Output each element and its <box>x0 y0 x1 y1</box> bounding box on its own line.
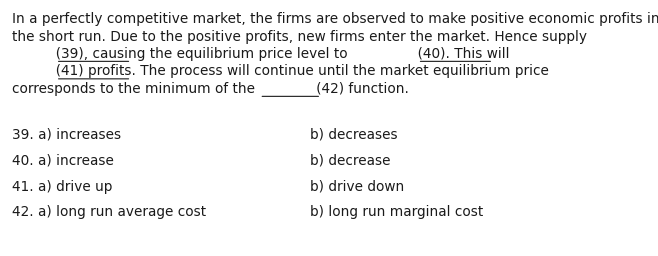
Text: b) drive down: b) drive down <box>310 179 404 194</box>
Text: 41. a) drive up: 41. a) drive up <box>12 179 113 194</box>
Text: 40. a) increase: 40. a) increase <box>12 154 114 167</box>
Text: (41) profits. The process will continue until the market equilibrium price: (41) profits. The process will continue … <box>12 65 549 79</box>
Text: the short run. Due to the positive profits, new firms enter the market. Hence su: the short run. Due to the positive profi… <box>12 29 587 44</box>
Text: (39), causing the equilibrium price level to                (40). This will: (39), causing the equilibrium price leve… <box>12 47 509 61</box>
Text: 42. a) long run average cost: 42. a) long run average cost <box>12 206 206 219</box>
Text: In a perfectly competitive market, the firms are observed to make positive econo: In a perfectly competitive market, the f… <box>12 12 658 26</box>
Text: b) decrease: b) decrease <box>310 154 390 167</box>
Text: b) long run marginal cost: b) long run marginal cost <box>310 206 483 219</box>
Text: corresponds to the minimum of the              (42) function.: corresponds to the minimum of the (42) f… <box>12 82 409 96</box>
Text: 39. a) increases: 39. a) increases <box>12 127 121 142</box>
Text: b) decreases: b) decreases <box>310 127 397 142</box>
